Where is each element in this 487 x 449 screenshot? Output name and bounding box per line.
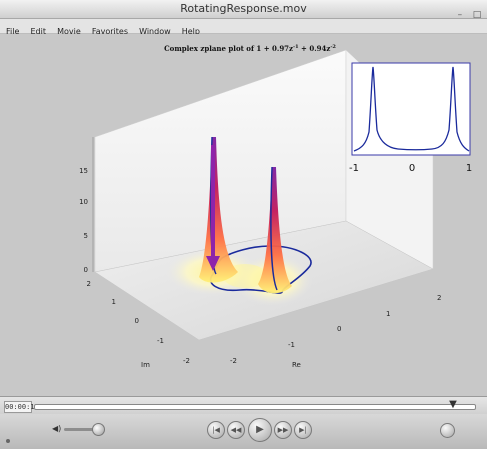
inset-tick-0: 0 bbox=[409, 163, 415, 174]
title-bar[interactable]: RotatingResponse.mov – □ bbox=[0, 0, 487, 20]
rewind-button[interactable]: |◀ bbox=[207, 421, 225, 439]
window-title: RotatingResponse.mov bbox=[180, 2, 307, 15]
control-bar: ◀) |◀ ◀◀ ▶ ▶▶ ▶| bbox=[0, 414, 487, 449]
z-tick-15: 15 bbox=[79, 167, 88, 175]
menu-help[interactable]: Help bbox=[181, 27, 200, 36]
im-tick-neg2: -2 bbox=[183, 357, 190, 365]
fast-forward-icon: ▶▶ bbox=[277, 426, 289, 434]
inset-tick-neg1: -1 bbox=[349, 163, 359, 174]
menu-file[interactable]: File bbox=[6, 27, 20, 36]
status-dot bbox=[6, 439, 10, 443]
timecode-display: 00:00:11 bbox=[4, 401, 39, 413]
re-tick-0: 0 bbox=[337, 325, 341, 333]
z-tick-10: 10 bbox=[79, 198, 88, 206]
plot-title: Complex zplane plot of 1 + 0.97z-1 + 0.9… bbox=[164, 44, 336, 53]
maximize-button[interactable]: □ bbox=[472, 10, 482, 20]
im-axis-label: Im bbox=[141, 361, 150, 369]
arrow-head bbox=[206, 256, 220, 271]
menu-movie[interactable]: Movie bbox=[57, 27, 81, 36]
time-bar: 00:00:11 ▼ bbox=[0, 396, 487, 415]
resize-icon[interactable] bbox=[440, 423, 455, 438]
play-icon: ▶ bbox=[256, 424, 264, 435]
minimize-button[interactable]: – bbox=[457, 10, 463, 20]
timeline-scrubber[interactable] bbox=[34, 404, 476, 410]
re-tick-2: 2 bbox=[437, 294, 441, 302]
re-tick-neg1: -1 bbox=[288, 341, 295, 349]
play-button[interactable]: ▶ bbox=[248, 418, 272, 442]
menu-favorites[interactable]: Favorites bbox=[91, 27, 128, 36]
step-back-icon: ◀◀ bbox=[230, 426, 242, 434]
im-tick-1: 1 bbox=[112, 298, 116, 306]
re-tick-neg2: -2 bbox=[230, 357, 237, 365]
end-button[interactable]: ▶| bbox=[294, 421, 312, 439]
movie-frame: Complex zplane plot of 1 + 0.97z-1 + 0.9… bbox=[0, 34, 487, 396]
step-back-button[interactable]: ◀◀ bbox=[227, 421, 245, 439]
im-tick-neg1: -1 bbox=[157, 337, 164, 345]
left-peak bbox=[199, 137, 238, 283]
re-tick-1: 1 bbox=[386, 310, 390, 318]
im-tick-2: 2 bbox=[87, 280, 91, 288]
end-icon: ▶| bbox=[299, 426, 307, 434]
right-peak-outline bbox=[270, 166, 278, 291]
zplane-plot: Complex zplane plot of 1 + 0.97z-1 + 0.9… bbox=[79, 44, 472, 369]
menu-window[interactable]: Window bbox=[139, 27, 171, 36]
right-peak bbox=[258, 167, 292, 294]
arrow-shaft bbox=[211, 145, 215, 257]
volume-slider-knob[interactable] bbox=[92, 423, 105, 436]
rewind-icon: |◀ bbox=[212, 426, 220, 434]
menu-bar: File Edit Movie Favorites Window Help bbox=[0, 19, 487, 36]
playhead-icon[interactable]: ▼ bbox=[449, 399, 457, 410]
inset-tick-1: 1 bbox=[466, 163, 472, 174]
speaker-icon: ◀) bbox=[52, 424, 62, 433]
z-tick-0: 0 bbox=[84, 266, 88, 274]
window-controls: – □ bbox=[454, 2, 483, 20]
re-axis-label: Re bbox=[292, 361, 301, 369]
inset-curve bbox=[353, 66, 470, 152]
im-tick-0: 0 bbox=[135, 317, 139, 325]
menu-edit[interactable]: Edit bbox=[30, 27, 46, 36]
fast-forward-button[interactable]: ▶▶ bbox=[274, 421, 292, 439]
z-tick-5: 5 bbox=[84, 232, 88, 240]
volume-slider-track[interactable] bbox=[64, 428, 100, 431]
